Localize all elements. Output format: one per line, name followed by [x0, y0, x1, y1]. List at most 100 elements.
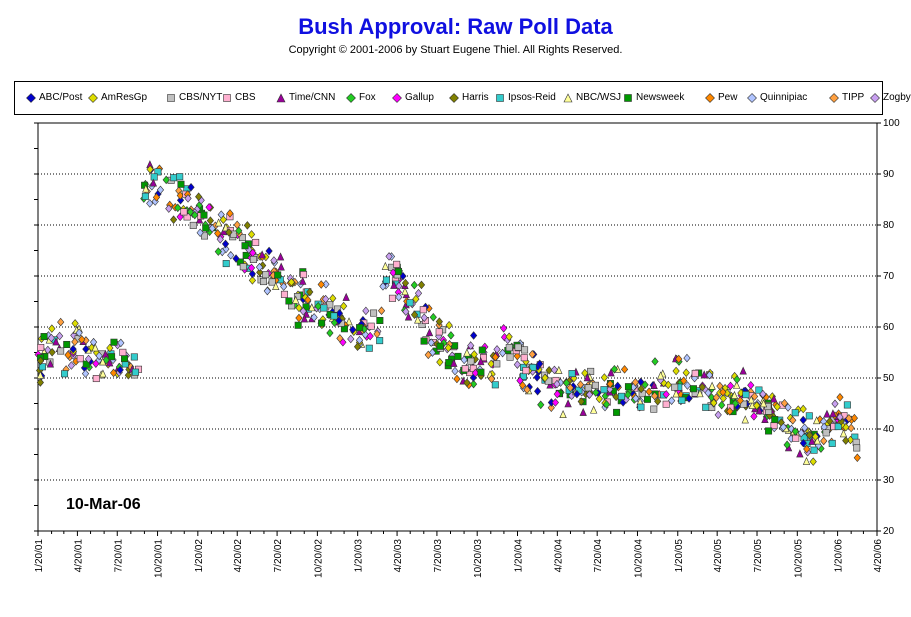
data-point — [791, 409, 799, 417]
data-point — [853, 444, 861, 452]
data-point — [420, 313, 428, 322]
data-point — [214, 218, 223, 227]
data-point — [753, 401, 761, 410]
data-point — [99, 369, 107, 378]
data-point — [445, 320, 453, 330]
data-point — [222, 260, 230, 268]
x-tick-label: 7/20/02 — [273, 539, 284, 573]
data-point — [435, 328, 443, 336]
legend-marker — [88, 92, 98, 103]
data-point — [345, 317, 353, 326]
legend-item: CBS/NYT — [166, 92, 222, 103]
data-point — [637, 403, 645, 411]
data-point — [362, 306, 370, 316]
data-point — [56, 331, 64, 341]
data-point — [429, 312, 437, 322]
data-point — [227, 251, 235, 260]
data-point — [317, 280, 325, 289]
data-point — [493, 360, 501, 368]
data-point — [477, 368, 485, 376]
data-point — [64, 350, 72, 360]
legend-marker — [449, 92, 459, 103]
data-point — [514, 343, 522, 351]
data-point — [488, 374, 496, 384]
data-point — [591, 381, 599, 389]
data-point — [226, 209, 234, 218]
data-point — [812, 416, 821, 425]
data-point — [742, 391, 750, 399]
data-point — [759, 399, 768, 408]
data-point — [268, 278, 276, 286]
data-point — [36, 356, 45, 366]
data-point — [390, 280, 398, 289]
data-point — [235, 226, 243, 236]
plot-area — [37, 122, 878, 532]
data-point — [255, 262, 264, 272]
data-point — [632, 394, 640, 403]
data-point — [300, 271, 308, 279]
data-point — [131, 368, 139, 376]
data-point — [353, 342, 362, 352]
data-point — [550, 365, 558, 375]
x-tick-label: 7/20/01 — [113, 539, 124, 573]
data-point — [556, 378, 565, 387]
data-point — [850, 413, 858, 423]
data-point — [696, 389, 704, 398]
data-point — [330, 312, 338, 320]
data-point — [82, 360, 90, 368]
data-point — [463, 378, 471, 388]
data-point — [170, 215, 178, 224]
data-point — [186, 207, 194, 217]
data-point — [294, 321, 302, 329]
data-point — [71, 319, 79, 328]
data-point — [770, 394, 778, 403]
data-point — [671, 383, 679, 391]
x-tick-label: 4/20/03 — [393, 539, 404, 573]
data-point — [252, 238, 260, 246]
y-tick-label: 40 — [883, 424, 895, 435]
data-point — [799, 438, 807, 448]
data-point — [417, 280, 426, 290]
legend-marker — [563, 92, 573, 102]
data-point — [176, 195, 185, 205]
data-point — [326, 328, 334, 338]
legend-marker — [829, 92, 839, 103]
data-point — [280, 282, 288, 291]
data-point — [119, 348, 127, 356]
data-point — [478, 346, 486, 354]
data-point — [733, 380, 741, 389]
data-point — [718, 400, 726, 410]
data-point — [726, 407, 734, 416]
data-point — [533, 373, 541, 382]
data-point — [108, 353, 116, 361]
data-point — [63, 340, 71, 348]
legend-label: Fox — [359, 92, 376, 103]
legend-item: CBS — [222, 92, 256, 103]
data-point — [314, 301, 322, 311]
data-point — [393, 260, 401, 268]
data-point — [739, 366, 747, 375]
data-point — [614, 381, 622, 391]
data-point — [823, 409, 831, 418]
data-point — [47, 333, 55, 343]
data-point — [356, 324, 364, 332]
data-point — [222, 244, 230, 254]
y-tick-label: 60 — [883, 322, 895, 333]
legend-label: Ipsos-Reid — [508, 92, 556, 103]
legend-item: Ipsos-Reid — [495, 92, 556, 103]
data-point — [130, 353, 138, 361]
data-point — [792, 434, 800, 442]
data-point — [698, 382, 706, 392]
x-tick-label: 10/20/03 — [473, 539, 484, 578]
data-point — [834, 423, 842, 431]
data-point — [505, 344, 513, 352]
data-point — [651, 357, 659, 366]
data-point — [445, 359, 453, 367]
data-point — [791, 427, 799, 436]
data-point — [36, 378, 44, 387]
x-tick-label: 1/20/02 — [194, 539, 205, 573]
data-point — [546, 380, 554, 389]
data-point — [260, 278, 268, 286]
data-point — [382, 276, 390, 284]
data-point — [379, 282, 387, 291]
